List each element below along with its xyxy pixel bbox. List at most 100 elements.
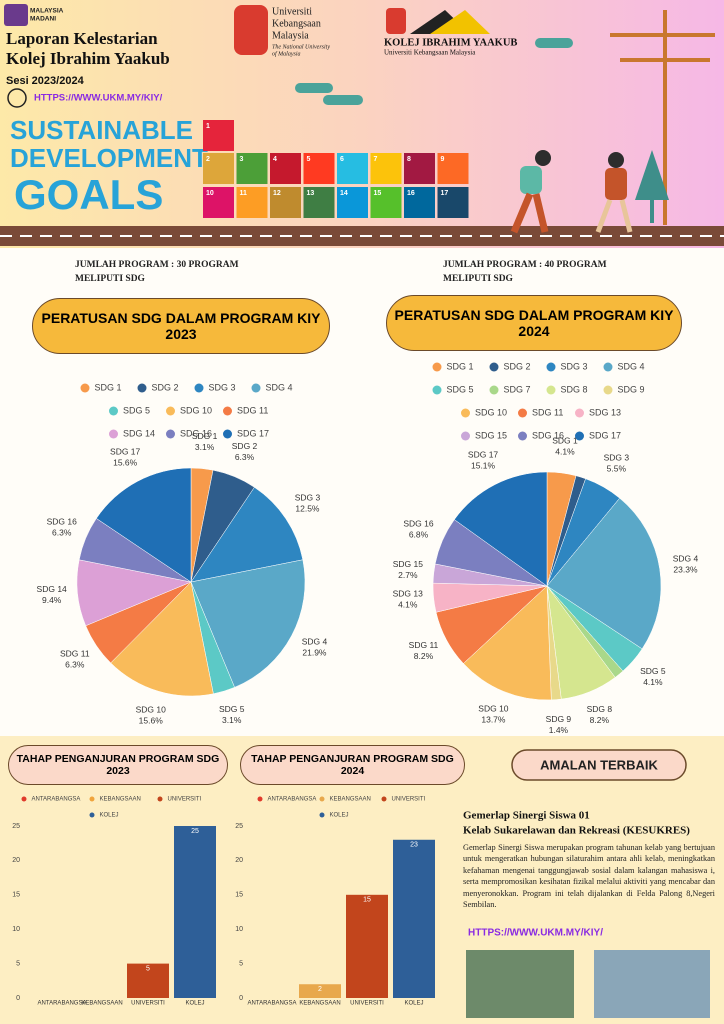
- legend-swatch: [381, 796, 387, 802]
- badge: MADANI: [30, 16, 56, 23]
- legend-label: SDG 15: [475, 430, 507, 440]
- url[interactable]: HTTPS://WWW.UKM.MY/KIY/: [34, 93, 163, 104]
- legend-label: SDG 1: [95, 382, 122, 392]
- legend-swatch: [603, 385, 613, 395]
- sdg-tile-number: 8: [407, 156, 411, 163]
- slice-label: 3.1%: [195, 442, 215, 452]
- sdg-tile: [303, 153, 335, 184]
- slice-label: 15.6%: [139, 715, 164, 725]
- chart-title: PERATUSAN SDG DALAM PROGRAM KIY 2023: [32, 298, 330, 354]
- legend-label: SDG 5: [123, 405, 150, 415]
- y-tick-label: 25: [12, 823, 20, 830]
- sdg-tile: [337, 187, 368, 218]
- x-tick-label: KOLEJ: [404, 1001, 423, 1007]
- slice-label: 13.7%: [481, 715, 506, 725]
- x-tick-label: KOLEJ: [185, 1001, 204, 1007]
- legend-label: SDG 10: [180, 405, 212, 415]
- chart-title: TAHAP PENGANJURAN PROGRAM SDG 2023: [8, 745, 228, 785]
- x-tick-label: KEBANGSAAN: [81, 1001, 122, 1007]
- pie-slice: [454, 471, 548, 587]
- madani-logo: [4, 4, 28, 26]
- sdg-tile: [437, 153, 469, 184]
- summary: JUMLAH PROGRAM : 40 PROGRAM: [443, 260, 607, 270]
- slice-category: SDG 11: [60, 648, 90, 658]
- pie-slice: [546, 497, 662, 650]
- sdg-tile: [236, 153, 268, 184]
- slice-category: SDG 10: [478, 704, 509, 714]
- x-tick-label: ANTARABANGSA: [38, 1001, 87, 1007]
- slice-category: SDG 17: [468, 450, 499, 460]
- slice-category: SDG 2: [232, 441, 258, 451]
- legend-label: UNIVERSITI: [168, 797, 202, 803]
- globe-icon: [7, 88, 27, 108]
- legend-swatch: [89, 796, 95, 802]
- bar: [346, 894, 388, 998]
- y-tick-label: 5: [239, 960, 243, 967]
- ukm-tagline: of Malaysia: [272, 50, 301, 57]
- slice-category: SDG 4: [673, 554, 699, 564]
- kiy-logo: [430, 10, 490, 34]
- kiy-logo: [386, 8, 406, 34]
- sdg-tile: [370, 153, 402, 184]
- slice-category: SDG 9: [546, 714, 572, 724]
- legend-label: SDG 2: [152, 382, 179, 392]
- slice-label: 12.5%: [295, 504, 320, 514]
- bar-label: 5: [146, 965, 150, 972]
- heading-pill: [511, 749, 687, 781]
- slice-category: SDG 5: [640, 666, 666, 676]
- tree: [635, 150, 669, 200]
- tree-trunk: [650, 198, 654, 223]
- sdg-tile-number: 9: [441, 156, 445, 163]
- legend-swatch: [546, 385, 556, 395]
- pie-slice: [110, 581, 214, 697]
- legend-swatch: [518, 408, 527, 418]
- sdg-tile-number: 14: [340, 190, 348, 197]
- y-tick-label: 25: [235, 823, 243, 830]
- legend-swatch: [194, 383, 204, 393]
- sdg-tile: [437, 187, 469, 218]
- slice-label: 6.3%: [65, 659, 85, 669]
- legend-label: KEBANGSAAN: [330, 797, 371, 803]
- legend-label: ANTARABANGSA: [268, 797, 317, 803]
- session: Sesi 2023/2024: [6, 75, 85, 87]
- slice-label: 8.2%: [590, 715, 610, 725]
- legend-swatch: [603, 362, 613, 372]
- slice-category: SDG 11: [409, 640, 439, 650]
- url[interactable]: HTTPS://WWW.UKM.MY/KIY/: [468, 928, 603, 939]
- sdg-tile: [370, 187, 402, 218]
- sdg-tile: [203, 120, 234, 151]
- legend-label: SDG 4: [266, 382, 293, 392]
- legend-swatch: [546, 362, 556, 372]
- slice-label: 9.4%: [42, 595, 62, 605]
- legend-label: KOLEJ: [100, 813, 119, 819]
- sdg-tile-number: 3: [240, 156, 244, 163]
- slice-category: SDG 13: [393, 589, 424, 599]
- bar: [299, 984, 341, 998]
- sdg-tile: [270, 187, 301, 218]
- legend-swatch: [575, 408, 584, 418]
- legend-label: SDG 3: [561, 361, 588, 371]
- legend-swatch: [80, 383, 90, 393]
- legend-label: SDG 10: [475, 407, 507, 417]
- legend-label: UNIVERSITI: [392, 797, 426, 803]
- slice-label: 21.9%: [302, 647, 327, 657]
- summary: MELIPUTI SDG: [75, 274, 146, 284]
- y-tick-label: 0: [239, 995, 243, 1002]
- sdg-tile: [337, 153, 368, 184]
- bar: [174, 826, 216, 998]
- slice-category: SDG 16: [403, 519, 434, 529]
- report-title: Kolej Ibrahim Yaakub: [6, 49, 170, 68]
- practice-title: Kelab Sukarelawan dan Rekreasi (KESUKRES…: [463, 825, 690, 837]
- slice-label: 6.8%: [409, 530, 429, 540]
- sdg-tile-number: 1: [206, 123, 210, 130]
- slice-label: 1.4%: [549, 725, 569, 735]
- section-heading: AMALAN TERBAIK: [540, 757, 658, 772]
- sdg-tile-number: 17: [441, 190, 449, 197]
- practice-paragraph: Gemerlap Sinergi Siswa merupakan program…: [463, 843, 715, 910]
- sdg-tile-number: 7: [374, 156, 378, 163]
- legend-label: KOLEJ: [330, 813, 349, 819]
- photo: [466, 950, 574, 1018]
- x-tick-label: UNIVERSITI: [350, 1001, 384, 1007]
- ukm-name: Malaysia: [272, 30, 309, 41]
